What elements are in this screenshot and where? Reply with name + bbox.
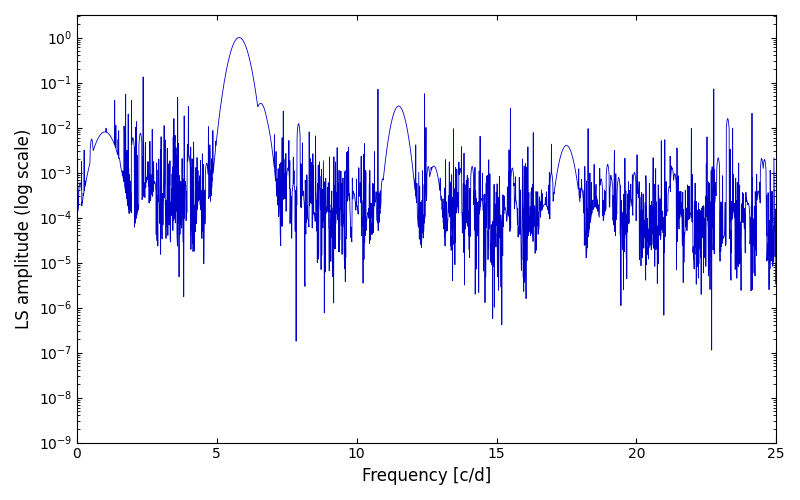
X-axis label: Frequency [c/d]: Frequency [c/d] (362, 467, 491, 485)
Y-axis label: LS amplitude (log scale): LS amplitude (log scale) (15, 128, 33, 329)
